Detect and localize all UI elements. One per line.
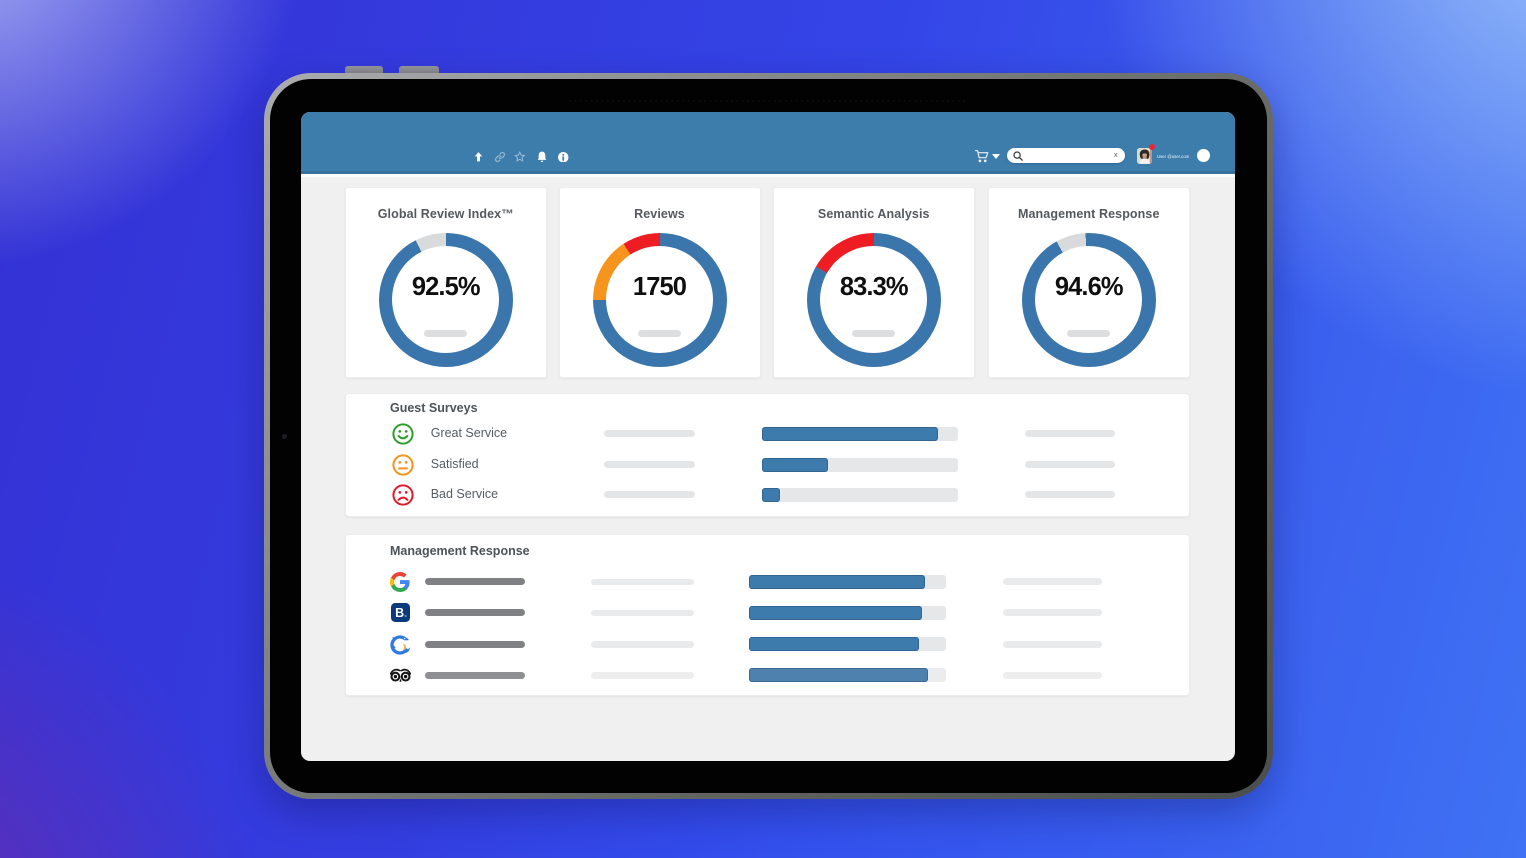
svg-text:B: B: [395, 606, 404, 620]
